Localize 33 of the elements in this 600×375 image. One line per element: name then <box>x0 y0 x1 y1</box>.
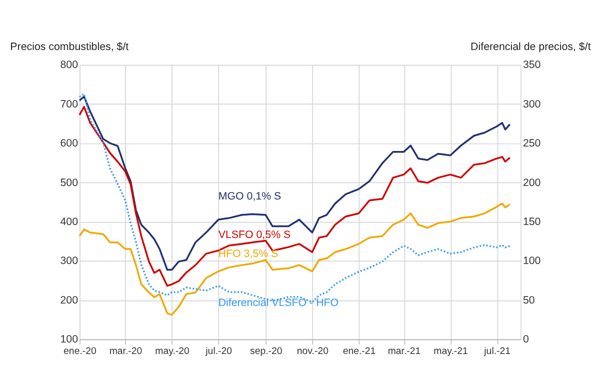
y2-tick-label: 350 <box>522 59 541 72</box>
y-tick-label: 200 <box>60 294 78 306</box>
x-tick-label: may.-20 <box>155 346 190 358</box>
y-tick-label: 400 <box>60 216 78 228</box>
line-series <box>78 202 511 316</box>
y-tick-label: 500 <box>60 176 78 189</box>
x-tick-label: mar.-21 <box>388 346 421 358</box>
y-axis-title: Precios combustibles, $/t <box>10 40 129 53</box>
y2-tick-label: 100 <box>522 255 541 268</box>
y-tick-label: 800 <box>60 59 78 72</box>
y-tick-label: 300 <box>60 255 78 268</box>
y2-tick-label: 0 <box>522 334 529 346</box>
series-label: HFO 3,5% S <box>218 248 278 260</box>
y-tick-label: 600 <box>60 138 78 150</box>
y2-tick-label: 150 <box>522 216 541 228</box>
y2-tick-label: 250 <box>522 138 541 150</box>
series-label: VLSFO 0,5% S <box>218 228 291 241</box>
y2-tick-label: 200 <box>522 176 541 189</box>
x-tick-label: may.-21 <box>434 346 468 358</box>
y-tick-label: 700 <box>60 98 78 110</box>
x-tick-label: ene.-21 <box>342 346 376 358</box>
y2-axis-title: Diferencial de precios, $/t <box>470 40 591 53</box>
x-tick-label: jul.-21 <box>483 346 511 358</box>
y2-tick-label: 50 <box>522 294 535 306</box>
x-tick-label: mar.-20 <box>109 346 143 358</box>
y-tick-label: 100 <box>60 334 78 346</box>
series-label: Diferencial VLSFO - HFO <box>218 297 339 310</box>
y2-tick-label: 300 <box>522 98 541 110</box>
x-tick-label: ene.-20 <box>64 346 98 358</box>
x-tick-label: nov.-20 <box>296 346 330 358</box>
x-tick-label: sep.-20 <box>250 346 283 358</box>
x-tick-label: jul.-20 <box>204 346 233 358</box>
series-label: MGO 0,1% S <box>218 190 282 202</box>
